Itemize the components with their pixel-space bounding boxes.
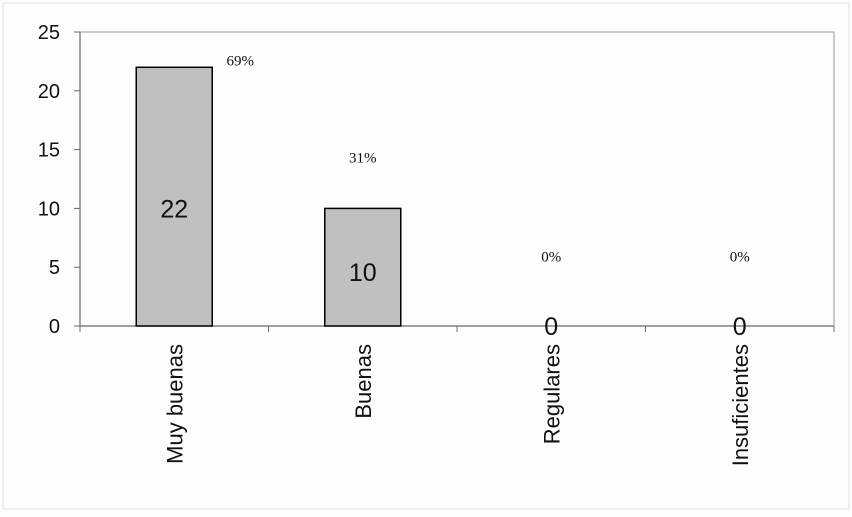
x-category-label: Regulares xyxy=(539,344,564,444)
bar-percent-label: 69% xyxy=(227,53,255,69)
bar xyxy=(324,207,402,327)
bar xyxy=(135,66,213,327)
bar-value-label: 0 xyxy=(544,313,558,341)
bar-value-label: 0 xyxy=(733,313,747,341)
bar-percent-label: 0% xyxy=(541,249,561,265)
x-category-label: Buenas xyxy=(351,344,376,419)
y-tick-label: 0 xyxy=(49,316,60,338)
y-tick-label: 10 xyxy=(38,198,60,220)
bar-value-label: 10 xyxy=(349,259,377,287)
bar-percent-label: 0% xyxy=(730,249,750,265)
bar-percent-label: 31% xyxy=(349,150,377,166)
y-tick-label: 20 xyxy=(38,81,60,103)
y-tick-label: 25 xyxy=(38,22,60,44)
chart-outer-frame xyxy=(2,2,850,510)
bars-group xyxy=(135,66,402,327)
y-axis: 0 5 10 15 20 25 xyxy=(38,22,81,338)
x-category-label: Muy buenas xyxy=(162,344,187,464)
y-tick-label: 5 xyxy=(49,257,60,279)
labels-group: 22 69% 10 31% 0 0% 0 0% xyxy=(160,53,749,341)
y-tick-label: 15 xyxy=(38,140,60,162)
bar-value-label: 22 xyxy=(160,196,188,224)
x-category-label: Insuficientes xyxy=(728,344,753,466)
x-axis: Muy buenas Buenas Regulares Insuficientes xyxy=(79,325,835,466)
